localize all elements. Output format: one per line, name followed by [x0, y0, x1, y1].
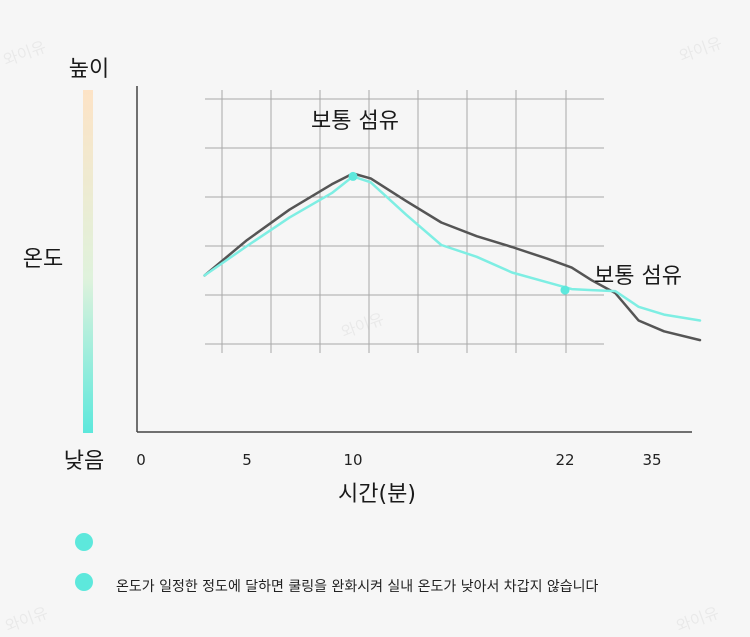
series — [203, 172, 702, 342]
x-tick-label-2: 10 — [343, 451, 362, 469]
x-tick-label-3: 22 — [555, 451, 574, 469]
annotation-marker-2 — [560, 285, 570, 295]
legend-dot-2 — [75, 573, 93, 591]
x-tick-label-4: 35 — [642, 451, 661, 469]
x-tick-labels: 0 5 10 22 35 — [136, 451, 661, 469]
temperature-gradient-bar — [83, 90, 93, 433]
legend-text-2: 온도가 일정한 정도에 달하면 쿨링을 완화시켜 실내 온도가 낮아서 차갑지 … — [116, 579, 599, 595]
series-line-1 — [203, 172, 702, 342]
y-axis-label: 온도 — [23, 247, 63, 272]
series-line-2 — [203, 175, 702, 322]
y-low-label: 낮음 — [64, 449, 104, 474]
x-tick-label-0: 0 — [136, 451, 146, 469]
annotation-label-1: 보통 섬유 — [311, 109, 399, 134]
x-axis-label: 시간(분) — [338, 482, 416, 507]
x-tick-label-1: 5 — [242, 451, 252, 469]
y-high-label: 높이 — [69, 57, 109, 82]
annotation-marker-1 — [348, 171, 358, 181]
grid — [205, 90, 604, 353]
legend-dot-1 — [75, 533, 93, 551]
annotation-label-2: 보통 섬유 — [594, 264, 682, 289]
